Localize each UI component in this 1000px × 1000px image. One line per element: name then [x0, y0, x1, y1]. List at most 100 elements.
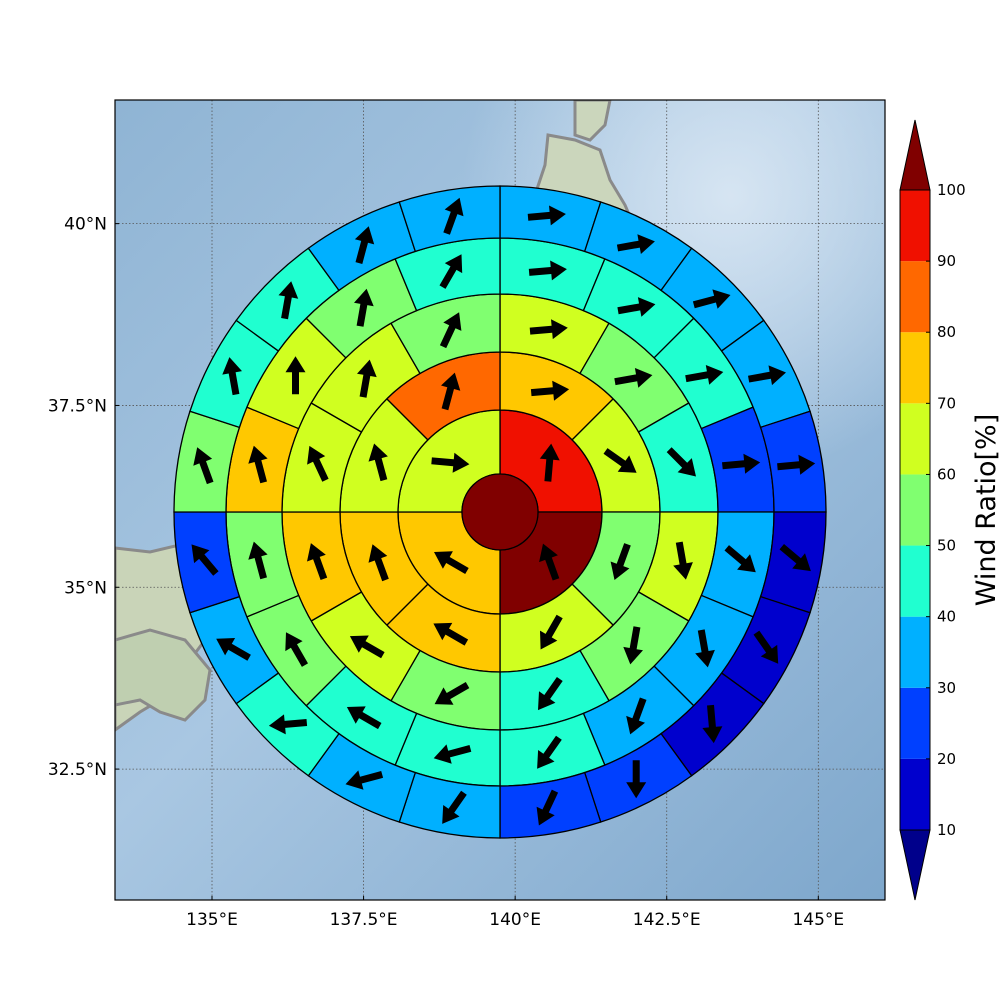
- land-kii: [115, 628, 212, 722]
- colorbar-over-arrow: [899, 119, 931, 191]
- wind-arrow: [346, 706, 382, 730]
- wind-arrow: [673, 541, 693, 580]
- colorbar-tick-label: 50: [937, 537, 956, 555]
- wind-arrow: [354, 288, 374, 327]
- wind-arrow: [222, 357, 242, 396]
- y-tick-label: 32.5°N: [48, 760, 107, 780]
- wind-direction-arrows: [191, 197, 816, 826]
- colorbar-tick-label: 40: [937, 608, 956, 626]
- wind-arrow: [439, 312, 462, 349]
- wind-arrow: [537, 735, 562, 769]
- y-axis-ticks: 40°N 37.5°N 35°N 32.5°N: [48, 215, 119, 780]
- colorbar-segment: [900, 190, 930, 262]
- x-axis-ticks: 135°E 137.5°E 140°E 142.5°E 145°E: [186, 896, 844, 930]
- wind-ratio-sectors: [173, 185, 827, 839]
- y-tick-label: 40°N: [64, 215, 107, 235]
- colorbar-tick-label: 30: [937, 679, 956, 697]
- colorbar-tick-label: 90: [937, 252, 956, 270]
- x-tick-label: 135°E: [186, 910, 238, 930]
- x-tick-label: 140°E: [489, 910, 541, 930]
- wind-arrow: [193, 447, 214, 485]
- wind-arrow: [345, 770, 384, 790]
- colorbar-label: Wind Ratio[%]: [971, 414, 1000, 606]
- colorbar-segment: [900, 545, 930, 617]
- colorbar-tick-label: 60: [937, 465, 956, 483]
- wind-arrow: [702, 704, 723, 744]
- colorbar-segment: [900, 474, 930, 546]
- wind-arrow: [540, 614, 563, 650]
- colorbar-segment: [900, 332, 930, 404]
- x-tick-label: 137.5°E: [330, 910, 398, 930]
- wind-arrow: [753, 630, 779, 664]
- colorbar-tick-label: 20: [937, 750, 956, 768]
- wind-arrow: [349, 635, 385, 659]
- colorbar-tick-label: 80: [937, 323, 956, 341]
- colorbar-tick-label: 100: [937, 181, 966, 199]
- wind-arrow: [191, 544, 219, 576]
- colorbar-tick-label: 10: [937, 821, 956, 839]
- wind-arrow: [722, 453, 761, 474]
- wind-arrow: [603, 448, 637, 473]
- wind-arrow: [248, 445, 268, 484]
- x-tick-label: 142.5°E: [633, 910, 701, 930]
- wind-arrow: [307, 445, 329, 482]
- wind-arrow: [439, 254, 463, 289]
- wind-arrow: [441, 372, 461, 411]
- wind-arrow: [354, 226, 375, 264]
- wind-arrow: [666, 447, 696, 477]
- wind-arrow: [626, 697, 647, 735]
- colorbar-tick-label: 70: [937, 394, 956, 412]
- center-cell: [461, 473, 539, 551]
- wind-arrow: [285, 632, 308, 667]
- colorbar-segment: [900, 687, 930, 759]
- colorbar-segment: [900, 403, 930, 475]
- wind-arrow: [623, 626, 643, 665]
- wind-arrow: [368, 443, 388, 482]
- wind-arrow: [442, 790, 467, 824]
- wind-arrow: [538, 677, 563, 711]
- colorbar-segment: [900, 616, 930, 688]
- wind-arrow: [610, 543, 631, 580]
- wind-arrow: [530, 380, 570, 401]
- wind-arrow: [368, 544, 389, 582]
- wind-arrow: [434, 682, 470, 705]
- wind-arrow: [777, 454, 816, 475]
- plot-frame: [114, 99, 886, 901]
- wind-arrow: [443, 197, 464, 235]
- wind-arrow: [539, 543, 560, 581]
- wind-arrow: [528, 260, 567, 281]
- wind-arrow: [779, 544, 811, 572]
- colorbar-segment: [900, 758, 930, 830]
- wind-arrow: [536, 789, 559, 826]
- wind-arrow: [692, 289, 731, 309]
- wind-arrow: [248, 541, 268, 580]
- wind-arrow: [685, 365, 724, 385]
- colorbar-frame: [899, 189, 931, 831]
- wind-arrow: [285, 356, 306, 395]
- wind-arrow: [626, 760, 647, 799]
- wind-arrow: [614, 368, 653, 388]
- wind-arrow: [278, 281, 299, 320]
- wind-arrow: [216, 638, 251, 661]
- wind-arrow: [695, 629, 715, 668]
- wind-arrow: [539, 443, 560, 482]
- wind-arrow: [268, 714, 308, 735]
- colorbar: 10 20 30 40 50 60 70 80 90 100 Wind Ratio[%]: [899, 119, 1000, 901]
- colorbar-segment: [900, 261, 930, 333]
- wind-arrow: [431, 452, 470, 473]
- wind-arrow: [434, 551, 469, 574]
- colorbar-under-arrow: [899, 829, 931, 901]
- wind-arrow: [617, 297, 656, 317]
- y-tick-label: 37.5°N: [48, 396, 107, 416]
- wind-arrow: [433, 622, 469, 646]
- land-hokkaido-tip: [573, 100, 612, 142]
- wind-arrow: [724, 545, 756, 573]
- wind-arrow: [527, 205, 566, 226]
- wind-arrow: [748, 365, 786, 386]
- wind-arrow: [357, 359, 377, 398]
- wind-arrow: [616, 234, 655, 254]
- y-tick-label: 35°N: [64, 578, 107, 598]
- x-tick-label: 145°E: [792, 910, 844, 930]
- wind-arrow: [433, 744, 472, 764]
